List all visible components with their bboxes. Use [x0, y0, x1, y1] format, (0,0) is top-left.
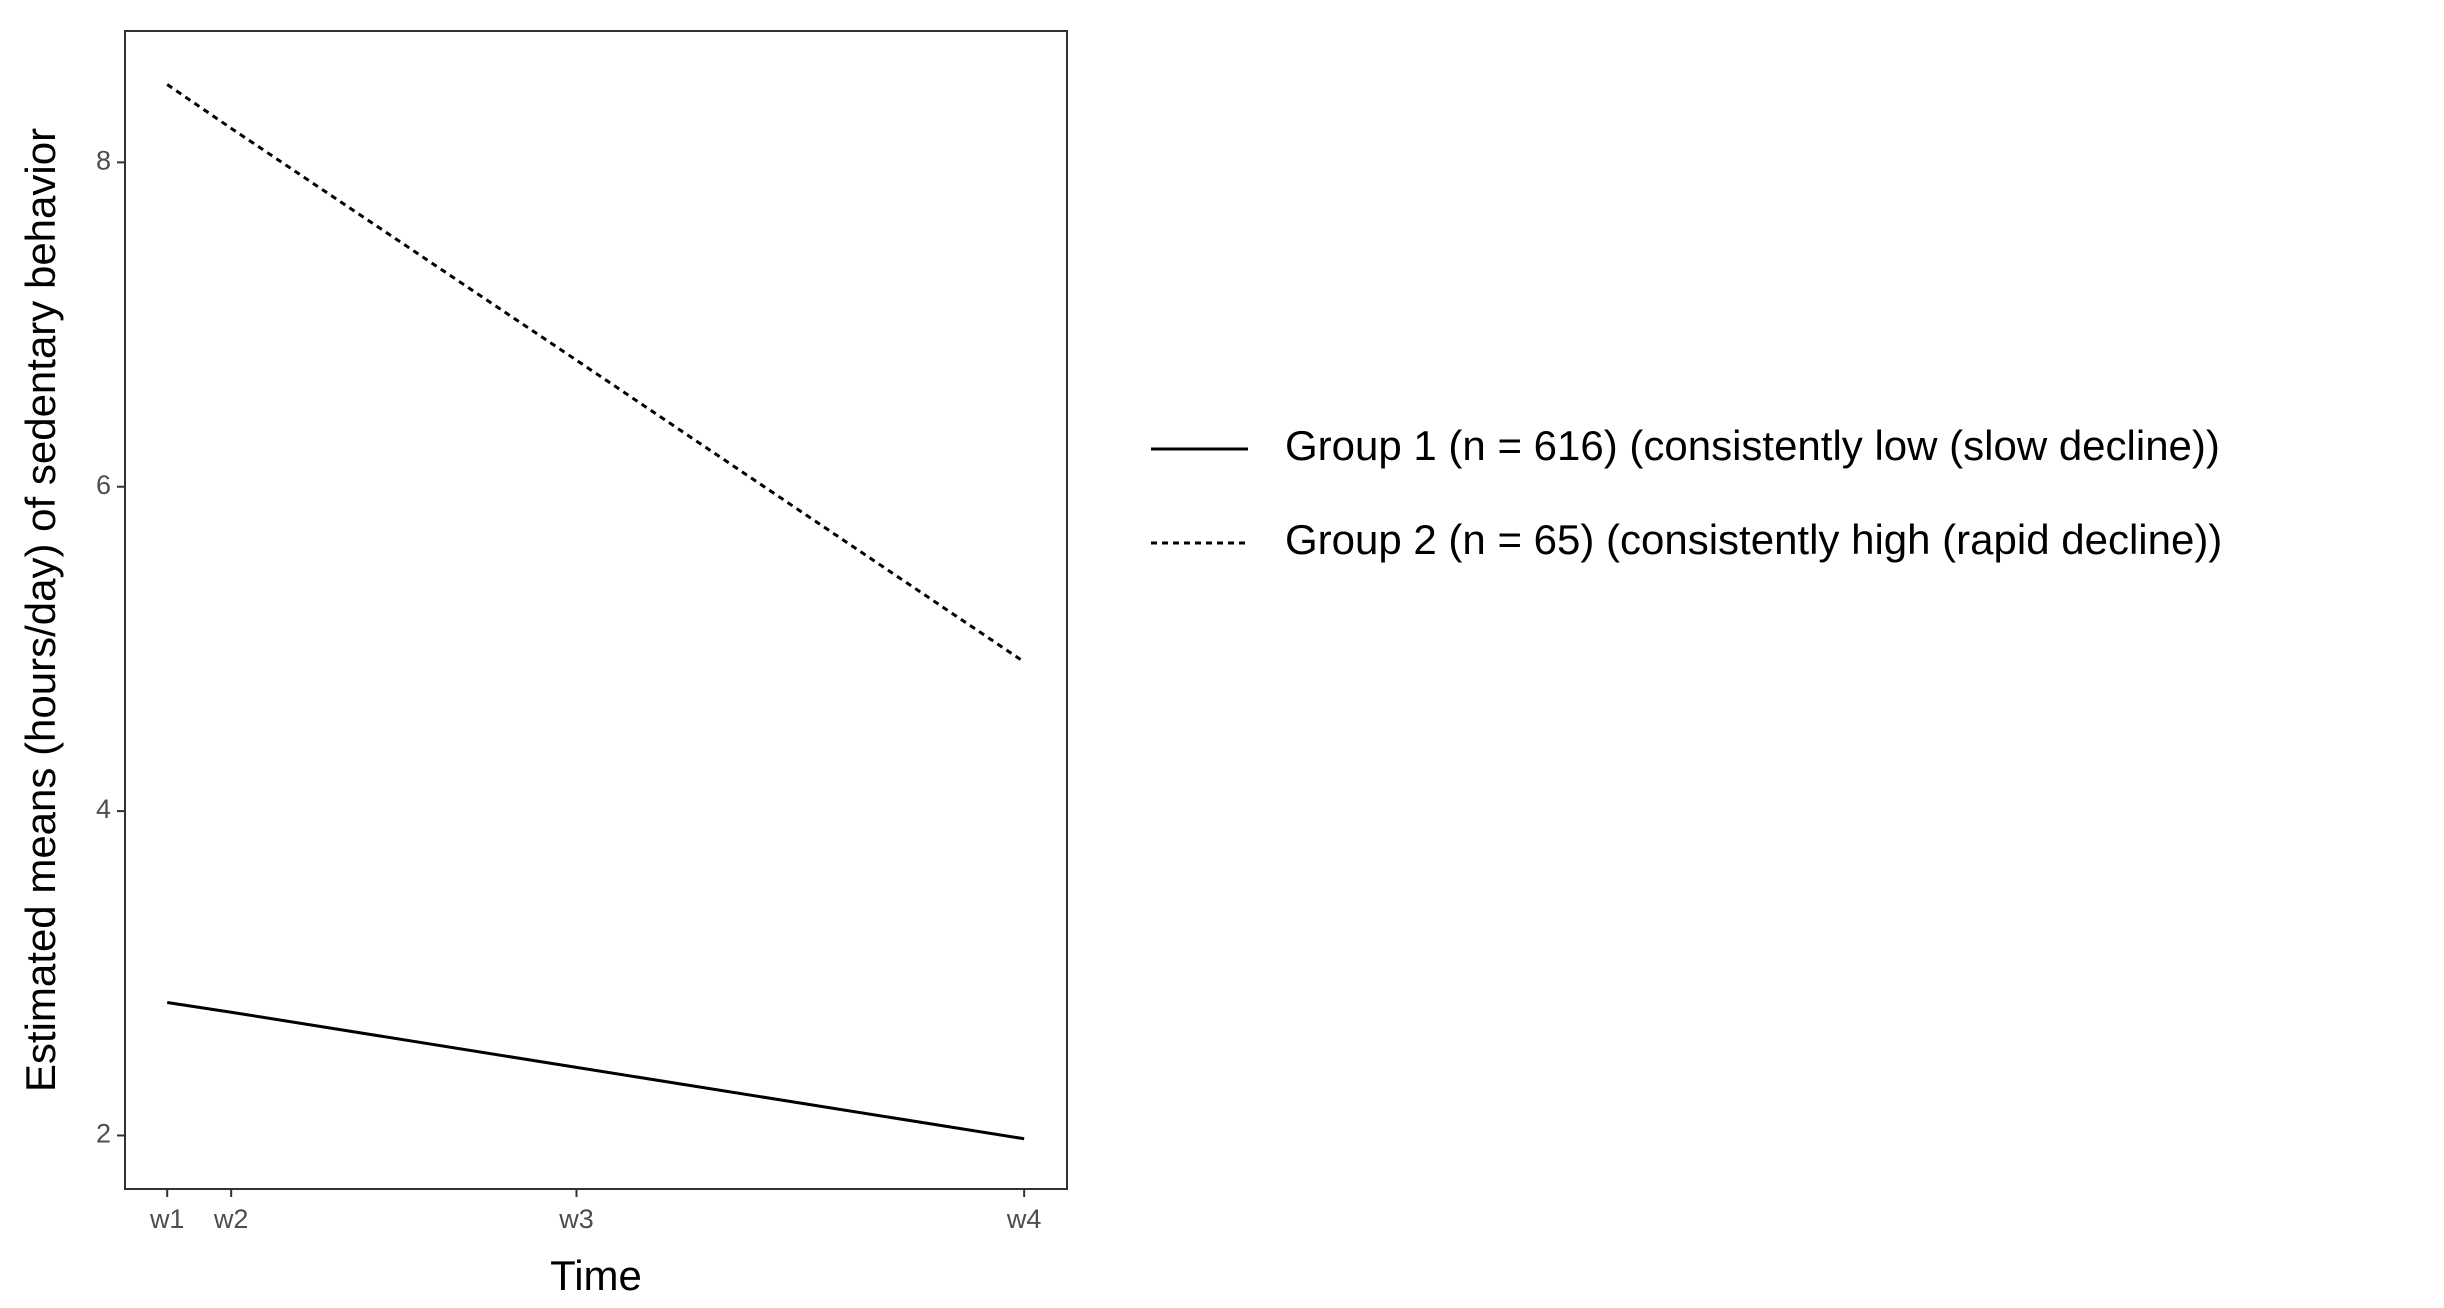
x-tick-label: w3: [558, 1204, 594, 1234]
series-line: [166, 83, 1025, 664]
y-tick-label: 4: [96, 794, 111, 824]
x-tick-label: w4: [1006, 1204, 1042, 1234]
x-tick-label: w2: [213, 1204, 249, 1234]
x-tick-label: w1: [149, 1204, 185, 1234]
legend-label: Group 2 (n = 65) (consistently high (rap…: [1285, 516, 2222, 563]
y-tick-label: 6: [96, 470, 111, 500]
y-tick-label: 2: [96, 1119, 111, 1149]
x-axis-title: Time: [550, 1252, 642, 1299]
panel-border: [124, 30, 1068, 1190]
y-axis-title: Estimated means (hours/day) of sedentary…: [17, 128, 64, 1092]
series-line: [166, 1001, 1025, 1141]
legend-label: Group 1 (n = 616) (consistently low (slo…: [1285, 422, 2220, 469]
y-tick-label: 8: [96, 145, 111, 175]
